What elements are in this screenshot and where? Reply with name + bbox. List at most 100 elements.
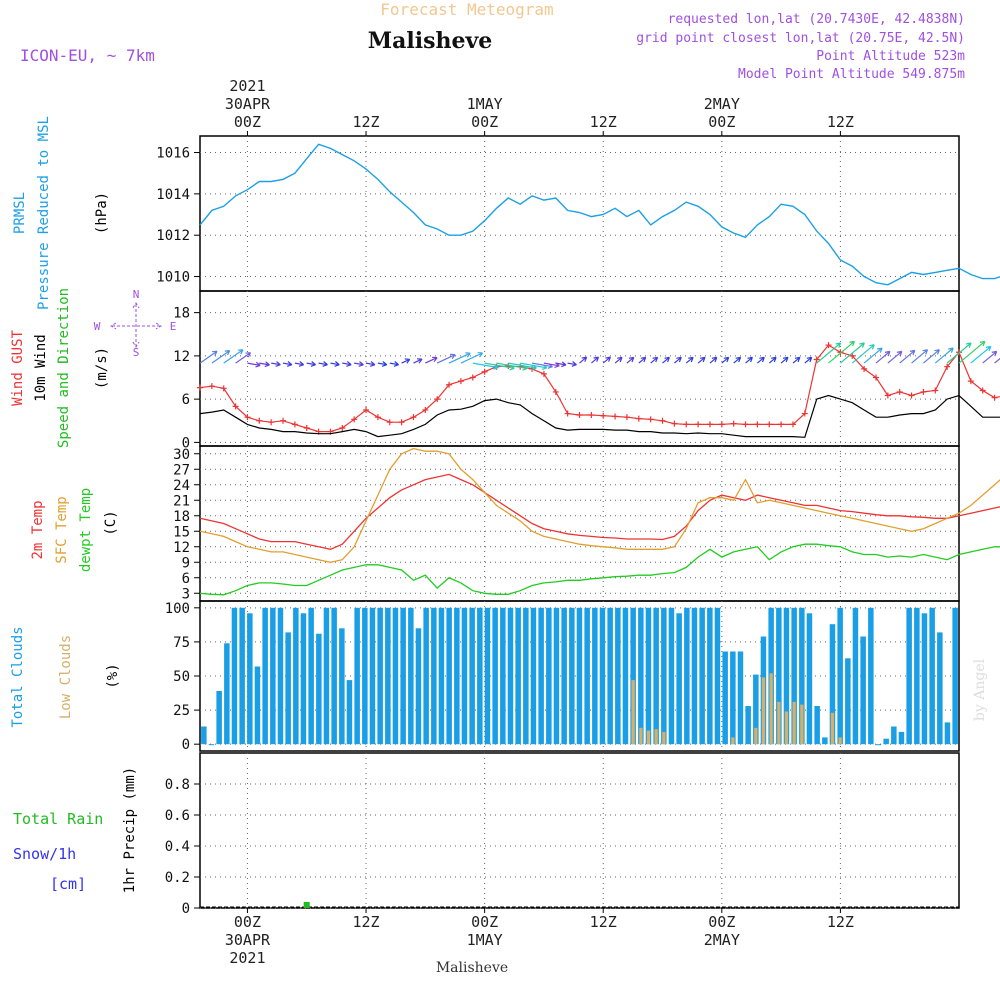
gust-marker bbox=[422, 406, 429, 413]
wind-direction-arrow bbox=[436, 353, 456, 364]
wind-direction-arrow bbox=[697, 356, 706, 364]
snow-unit-label: [cm] bbox=[50, 875, 86, 893]
total-cloud-bar bbox=[745, 706, 751, 745]
gust-marker bbox=[754, 421, 761, 428]
wind-direction-arrow bbox=[401, 358, 411, 364]
gust-marker bbox=[481, 368, 488, 375]
total-cloud-bar bbox=[500, 607, 506, 745]
dewpt-label: dewpt Temp bbox=[78, 488, 94, 572]
gust-marker bbox=[706, 421, 713, 428]
low-cloud-bar bbox=[777, 701, 781, 745]
low-cloud-bar bbox=[646, 730, 651, 745]
y-tick-label: 0 bbox=[182, 737, 190, 753]
bottom-tick-label: 30APR bbox=[225, 931, 271, 949]
gust-marker bbox=[718, 421, 725, 428]
gust-marker bbox=[268, 419, 275, 426]
temperature-unit-label: (C) bbox=[103, 510, 119, 535]
total-cloud-bar bbox=[369, 607, 376, 745]
total-cloud-bar bbox=[852, 607, 859, 745]
y-tick-label: 3 bbox=[182, 586, 190, 602]
y-tick-label: 27 bbox=[173, 462, 190, 478]
total-cloud-bar bbox=[530, 607, 537, 745]
wind-direction-arrow bbox=[377, 361, 388, 367]
total-cloud-bar bbox=[293, 607, 299, 745]
total-cloud-bar bbox=[262, 607, 268, 745]
total-cloud-bar bbox=[231, 607, 238, 745]
y-tick-label: 15 bbox=[173, 524, 190, 540]
total-cloud-bar bbox=[592, 607, 598, 745]
total-cloud-bar bbox=[875, 744, 882, 746]
gust-marker bbox=[967, 378, 974, 385]
total-cloud-bar bbox=[722, 651, 728, 745]
y-tick-label: 0.8 bbox=[165, 777, 190, 793]
total-cloud-bar bbox=[783, 607, 790, 745]
total-cloud-bar bbox=[201, 726, 207, 745]
y-tick-label: 6 bbox=[182, 571, 190, 587]
top-tick-label: 00Z bbox=[708, 113, 735, 131]
y-tick-label: 0.2 bbox=[165, 870, 190, 886]
wind-direction-arrow bbox=[282, 361, 293, 367]
top-tick-label: 00Z bbox=[471, 113, 498, 131]
wind-unit-label: (m/s) bbox=[94, 347, 110, 389]
gust-marker bbox=[659, 417, 666, 424]
wind-direction-arrow bbox=[863, 347, 883, 364]
gust-marker bbox=[789, 421, 796, 428]
gust-marker bbox=[872, 374, 879, 381]
total-cloud-bar bbox=[806, 613, 813, 745]
top-tick-label: 12Z bbox=[352, 113, 379, 131]
gust-marker bbox=[588, 412, 595, 418]
wind-direction-arrow bbox=[745, 356, 753, 364]
total-cloud-bar bbox=[454, 607, 460, 745]
gust-marker bbox=[291, 421, 298, 428]
total-cloud-bar bbox=[323, 607, 330, 745]
total-cloud-bar bbox=[507, 607, 514, 745]
top-tick-label: 1MAY bbox=[467, 95, 503, 113]
y-tick-label: 12 bbox=[173, 349, 190, 365]
gust-marker bbox=[564, 410, 571, 417]
total-cloud-bar bbox=[576, 607, 583, 745]
wind-direction-arrow bbox=[828, 340, 855, 364]
y-tick-label: 1012 bbox=[156, 228, 190, 244]
total-cloud-bar bbox=[431, 607, 437, 745]
wind-direction-label: Speed and Direction bbox=[56, 288, 72, 448]
gust-label: Wind GUST bbox=[10, 330, 26, 406]
bottom-tick-label: 1MAY bbox=[467, 931, 503, 949]
gust-marker bbox=[612, 413, 619, 420]
wind-direction-arrow bbox=[875, 350, 891, 364]
total-cloud-bar bbox=[898, 731, 905, 745]
clouds-unit-label: (%) bbox=[105, 663, 121, 688]
total-cloud-bar bbox=[814, 706, 820, 745]
wind-panel-frame bbox=[199, 290, 960, 447]
total-cloud-bar bbox=[254, 666, 261, 745]
total-cloud-bar bbox=[523, 607, 529, 745]
y-tick-label: 100 bbox=[165, 601, 190, 617]
gust-marker bbox=[244, 414, 251, 421]
total-cloud-bar bbox=[224, 643, 230, 745]
compass-east: E bbox=[170, 320, 177, 333]
total-cloud-bar bbox=[638, 607, 644, 745]
rain-bar bbox=[303, 901, 310, 908]
gust-marker bbox=[256, 417, 263, 424]
y-tick-label: 50 bbox=[173, 669, 190, 685]
gust-marker bbox=[410, 414, 417, 421]
total-cloud-bar bbox=[216, 691, 222, 745]
total-cloud-bar bbox=[247, 613, 253, 745]
gust-marker bbox=[469, 374, 476, 381]
chart-marks bbox=[197, 143, 1000, 908]
total-cloud-bar bbox=[461, 607, 468, 745]
total-cloud-bar bbox=[829, 624, 836, 745]
dewpt-line bbox=[199, 543, 1000, 596]
gust-marker bbox=[896, 388, 903, 395]
low-cloud-bar bbox=[792, 701, 796, 745]
gust-marker bbox=[695, 421, 702, 428]
wind-direction-arrow bbox=[389, 361, 399, 367]
gust-marker bbox=[920, 388, 927, 395]
wind-direction-arrow bbox=[614, 356, 623, 364]
total-cloud-bar bbox=[691, 607, 698, 745]
wind-direction-arrow bbox=[365, 361, 376, 367]
y-tick-label: 0 bbox=[182, 435, 190, 451]
total-cloud-bar bbox=[607, 607, 613, 745]
total-cloud-bar bbox=[438, 607, 445, 745]
y-tick-label: 9 bbox=[182, 555, 190, 571]
